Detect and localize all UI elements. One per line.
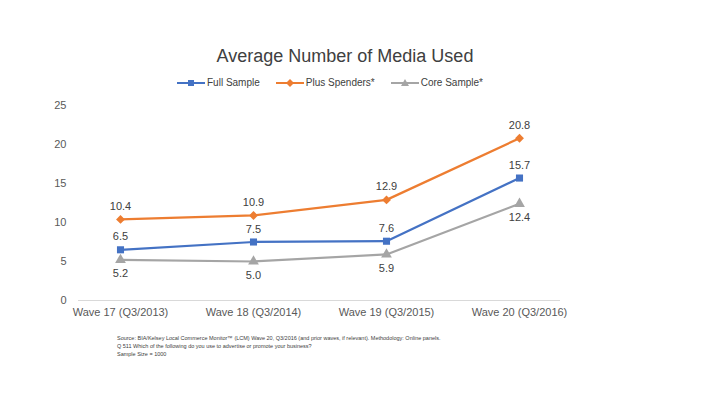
svg-text:15.7: 15.7 <box>509 159 530 171</box>
svg-text:Wave 19 (Q3/2015): Wave 19 (Q3/2015) <box>339 306 435 318</box>
html-text:Q 511 Which of the following d: Q 511 Which of the following do you use … <box>117 343 312 349</box>
svg-text:0: 0 <box>60 294 66 306</box>
svg-text:10.4: 10.4 <box>110 200 131 212</box>
svg-text:10.9: 10.9 <box>243 196 264 208</box>
svg-text:5: 5 <box>60 255 66 267</box>
html-text:Average Number of Media Used: Average Number of Media Used <box>216 46 474 66</box>
svg-text:20: 20 <box>54 138 66 150</box>
html-text:Full Sample: Full Sample <box>207 77 260 88</box>
html-text:Core Sample*: Core Sample* <box>420 77 483 88</box>
svg-text:Wave 20 (Q3/2016): Wave 20 (Q3/2016) <box>472 306 568 318</box>
svg-text:10: 10 <box>54 216 66 228</box>
svg-text:15: 15 <box>54 177 66 189</box>
svg-text:7.6: 7.6 <box>379 222 394 234</box>
svg-text:5.2: 5.2 <box>113 267 128 279</box>
svg-text:12.4: 12.4 <box>509 211 530 223</box>
html-text:Source: BIA/Kelsey Local Comme: Source: BIA/Kelsey Local Commerce Monito… <box>117 335 441 341</box>
svg-text:20.8: 20.8 <box>509 119 530 131</box>
svg-text:Wave 18 (Q3/2014): Wave 18 (Q3/2014) <box>206 306 302 318</box>
svg-text:12.9: 12.9 <box>376 180 397 192</box>
svg-text:7.5: 7.5 <box>246 223 261 235</box>
svg-text:5.9: 5.9 <box>379 262 394 274</box>
svg-text:25: 25 <box>54 99 66 111</box>
html-text:Sample Size = 1000: Sample Size = 1000 <box>117 351 167 357</box>
svg-text:5.0: 5.0 <box>246 269 261 281</box>
svg-text:Wave 17 (Q3/2013): Wave 17 (Q3/2013) <box>73 306 169 318</box>
svg-text:6.5: 6.5 <box>113 230 128 242</box>
html-text:Plus Spenders*: Plus Spenders* <box>305 77 375 88</box>
